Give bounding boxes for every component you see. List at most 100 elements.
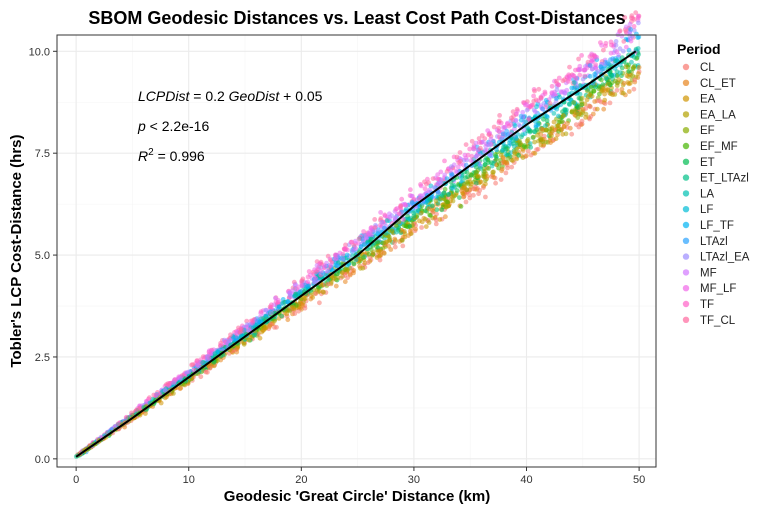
scatter-point [573, 110, 578, 115]
legend-key [682, 190, 690, 197]
scatter-point [548, 131, 553, 137]
scatter-point [293, 293, 298, 298]
scatter-point [540, 106, 545, 112]
scatter-point [519, 134, 524, 140]
scatter-point [333, 277, 339, 282]
scatter-point [335, 263, 340, 268]
scatter-point [496, 165, 501, 171]
scatter-point [244, 318, 250, 324]
scatter-point [422, 186, 428, 192]
scatter-point [305, 279, 311, 285]
scatter-point [361, 242, 367, 248]
scatter-point [294, 286, 299, 292]
scatter-point [602, 97, 608, 103]
scatter-point [554, 96, 559, 101]
scatter-point [357, 263, 362, 269]
scatter-point [593, 62, 598, 67]
scatter-point [504, 128, 510, 134]
scatter-point [186, 369, 192, 375]
scatter-point [351, 261, 357, 266]
scatter-point [287, 293, 293, 298]
scatter-point [478, 179, 484, 185]
scatter-point [205, 369, 210, 375]
scatter-point [523, 119, 528, 125]
legend-label: CL [700, 62, 715, 74]
scatter-point [258, 309, 264, 314]
scatter-point [581, 67, 587, 73]
scatter-point [407, 228, 413, 234]
scatter-point [514, 106, 520, 112]
scatter-point [589, 84, 594, 90]
scatter-point [626, 89, 632, 94]
x-tick-label: 0 [73, 474, 79, 486]
scatter-point [583, 106, 589, 111]
scatter-point [454, 188, 460, 193]
scatter-point [333, 283, 339, 289]
y-tick-label: 0.0 [35, 454, 50, 466]
scatter-point [556, 82, 561, 88]
scatter-point [532, 109, 538, 115]
scatter-point [516, 152, 521, 158]
legend-key [682, 95, 690, 102]
scatter-point [592, 99, 598, 104]
scatter-point [378, 216, 384, 221]
scatter-point [372, 217, 378, 222]
scatter-point [153, 392, 159, 398]
scatter-point [392, 244, 398, 250]
scatter-point [300, 302, 306, 308]
scatter-point [494, 147, 499, 153]
scatter-point [436, 181, 441, 187]
scatter-point [628, 27, 633, 32]
legend-label: LTAzl_EA [700, 252, 750, 264]
scatter-point [505, 132, 511, 138]
scatter-point [554, 78, 559, 84]
scatter-point [469, 138, 475, 144]
equation-tail: + 0.05 [279, 88, 322, 104]
legend-label: LTAzl [700, 236, 728, 248]
legend-key [682, 285, 690, 292]
scatter-point [620, 90, 626, 96]
scatter-point [525, 148, 531, 154]
scatter-point [593, 84, 598, 90]
scatter-point [524, 138, 530, 144]
scatter-point [431, 185, 437, 191]
scatter-point [627, 21, 633, 27]
scatter-point [418, 182, 423, 187]
scatter-point [292, 311, 298, 316]
scatter-point [387, 215, 393, 220]
x-tick-label: 30 [408, 474, 420, 486]
scatter-point [613, 78, 618, 84]
grid-lines [57, 35, 656, 467]
scatter-point [115, 421, 121, 427]
scatter-point [534, 104, 539, 110]
scatter-point [571, 80, 577, 85]
scatter-point [349, 239, 355, 245]
scatter-point [463, 175, 468, 181]
scatter-point [623, 44, 629, 50]
scatter-point [473, 164, 479, 170]
scatter-point [521, 144, 527, 150]
scatter-point [554, 106, 560, 112]
equation-lhs: LCPDist [138, 88, 190, 104]
scatter-point [579, 95, 585, 101]
scatter-point [262, 326, 268, 331]
scatter-point [285, 299, 290, 305]
scatter-point [510, 141, 516, 147]
scatter-point [528, 152, 534, 158]
scatter-point [297, 290, 303, 295]
scatter-point [531, 134, 536, 140]
scatter-point [571, 100, 577, 105]
scatter-point [290, 304, 296, 310]
scatter-point [543, 127, 549, 133]
legend-key [682, 206, 690, 213]
scatter-point [178, 375, 183, 381]
scatter-point [365, 232, 370, 238]
scatter-point [469, 153, 475, 159]
scatter-point [408, 187, 413, 193]
legend-label: TF [700, 299, 714, 311]
scatter-point [597, 98, 602, 103]
scatter-point [280, 300, 286, 306]
scatter-point [325, 281, 331, 287]
scatter-point [321, 289, 326, 295]
scatter-point [123, 414, 129, 420]
